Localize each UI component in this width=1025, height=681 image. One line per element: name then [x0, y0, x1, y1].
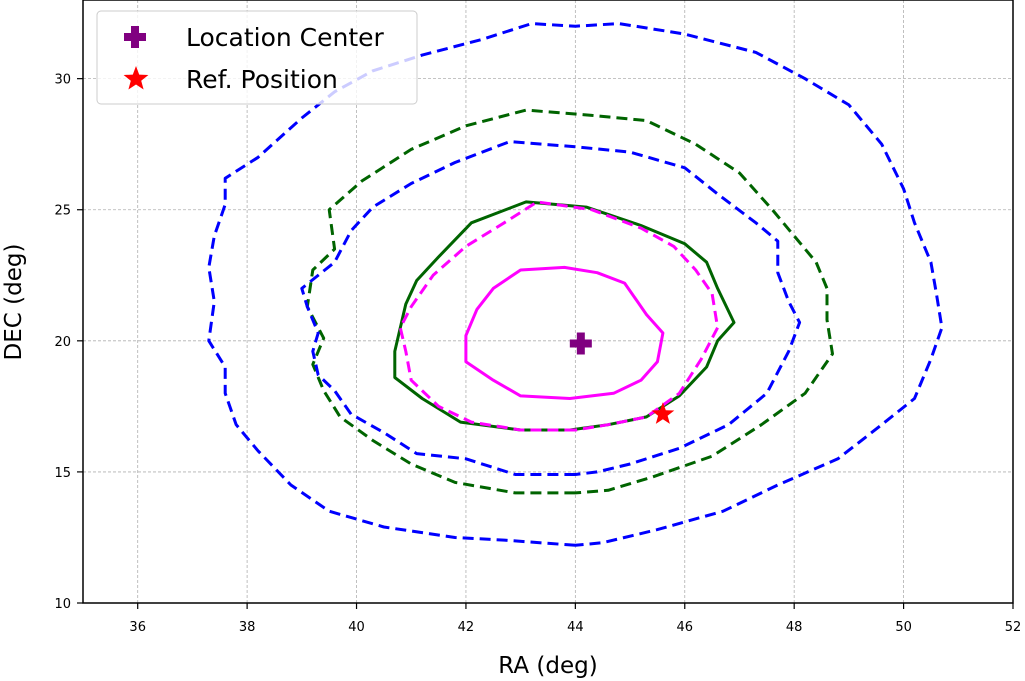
- x-tick-label: 50: [895, 620, 912, 635]
- x-tick-label: 36: [129, 620, 146, 635]
- legend-label-location-center: Location Center: [186, 23, 385, 52]
- contour-blue-dashed-outer: [207, 22, 944, 547]
- ref-position-marker: [651, 402, 675, 424]
- y-axis-title: DEC (deg): [1, 244, 27, 361]
- legend: Location Center Ref. Position: [96, 10, 418, 105]
- location-center-marker: [569, 332, 592, 355]
- plot-area-frame: [82, 0, 1014, 604]
- y-tick-label: 30: [54, 73, 71, 88]
- y-tick-label: 10: [54, 597, 71, 612]
- legend-box: [96, 10, 418, 105]
- x-tick-label: 44: [567, 620, 584, 635]
- y-tick-label: 15: [54, 466, 71, 481]
- x-tick-label: 52: [1005, 620, 1022, 635]
- contour-blue-solid: [300, 140, 802, 476]
- contour-green-solid: [393, 200, 736, 432]
- y-tick-label: 25: [54, 204, 71, 219]
- x-tick-label: 48: [786, 620, 803, 635]
- axis-ticks: 36 38 40 42 44 46 48 50 52 10 15 20 25 30: [54, 73, 1021, 635]
- contour-magenta-inner: [464, 265, 665, 400]
- plus-icon: [124, 26, 146, 48]
- x-tick-label: 42: [458, 620, 475, 635]
- y-tick-label: 20: [54, 335, 71, 350]
- x-axis-title: RA (deg): [498, 653, 597, 679]
- marker-layer: [569, 332, 675, 424]
- x-tick-label: 38: [239, 620, 256, 635]
- legend-label-ref-position: Ref. Position: [186, 65, 338, 94]
- x-tick-label: 46: [676, 620, 693, 635]
- contour-green-dashed: [305, 108, 834, 495]
- x-tick-label: 40: [348, 620, 365, 635]
- star-icon: [123, 66, 149, 90]
- data-series-layer: [207, 22, 944, 547]
